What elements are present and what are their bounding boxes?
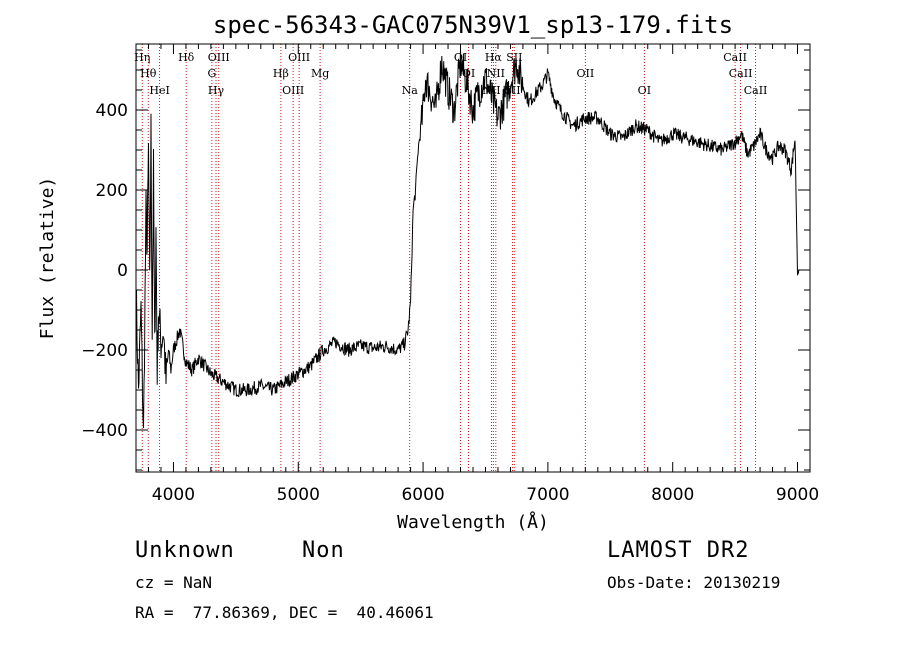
x-tick-label: 6000 xyxy=(401,485,444,505)
object-subclass: Non xyxy=(302,538,345,563)
survey-name: LAMOST DR2 xyxy=(607,538,750,563)
line-marker-label: Hθ xyxy=(140,67,157,80)
line-marker-label: HeI xyxy=(149,84,169,97)
line-marker-label: OI xyxy=(638,84,651,97)
line-marker-label: Hβ xyxy=(273,67,289,80)
coordinates: RA = 77.86369, DEC = 40.46061 xyxy=(135,603,434,622)
spectral-line-markers xyxy=(141,44,757,472)
line-marker-label: Hα xyxy=(485,51,503,64)
y-tick-label: 0 xyxy=(117,261,128,281)
line-marker-label: Hδ xyxy=(178,51,195,64)
line-marker-label: OIII xyxy=(208,51,230,64)
line-marker-label: OIII xyxy=(288,51,310,64)
line-marker-label: CaII xyxy=(744,84,768,97)
x-axis-ticks: 4000 5000 6000 7000 8000 9000 xyxy=(135,44,819,505)
y-tick-label: 400 xyxy=(96,101,128,121)
observation-date: Obs-Date: 20130219 xyxy=(607,573,781,592)
chart-title: spec-56343-GAC075N39V1_sp13-179.fits xyxy=(213,11,733,39)
line-marker-label: CaII xyxy=(729,67,753,80)
y-axis-ticks: −400 −200 0 200 400 xyxy=(81,49,810,471)
line-marker-label: Hγ xyxy=(208,84,225,97)
line-marker-label: SII xyxy=(506,51,522,64)
line-marker-label: Hη xyxy=(134,51,150,64)
line-marker-label: Mg xyxy=(311,67,329,80)
object-class: Unknown xyxy=(135,538,235,563)
y-tick-label: 200 xyxy=(96,181,128,201)
y-axis-label: Flux (relative) xyxy=(37,177,58,340)
x-tick-label: 7000 xyxy=(526,485,569,505)
x-tick-label: 5000 xyxy=(277,485,320,505)
y-tick-label: −200 xyxy=(81,341,128,361)
y-tick-label: −400 xyxy=(81,421,128,441)
line-marker-label: G xyxy=(207,67,216,80)
line-marker-label: Na xyxy=(402,84,419,97)
x-tick-label: 8000 xyxy=(651,485,694,505)
line-marker-label: NII xyxy=(487,67,505,80)
flux-series-line xyxy=(135,47,800,429)
line-marker-label: OII xyxy=(576,67,594,80)
x-tick-label: 9000 xyxy=(776,485,819,505)
line-marker-label: OIII xyxy=(282,84,304,97)
line-marker-label: CaII xyxy=(723,51,747,64)
x-axis-label: Wavelength (Å) xyxy=(397,511,549,533)
spectral-line-labels: HηHθHeIHδGHγOIIIHβOIIIOIIIMgNaOIOINIIHαN… xyxy=(134,51,767,97)
x-tick-label: 4000 xyxy=(152,485,195,505)
redshift-value: cz = NaN xyxy=(135,573,213,592)
